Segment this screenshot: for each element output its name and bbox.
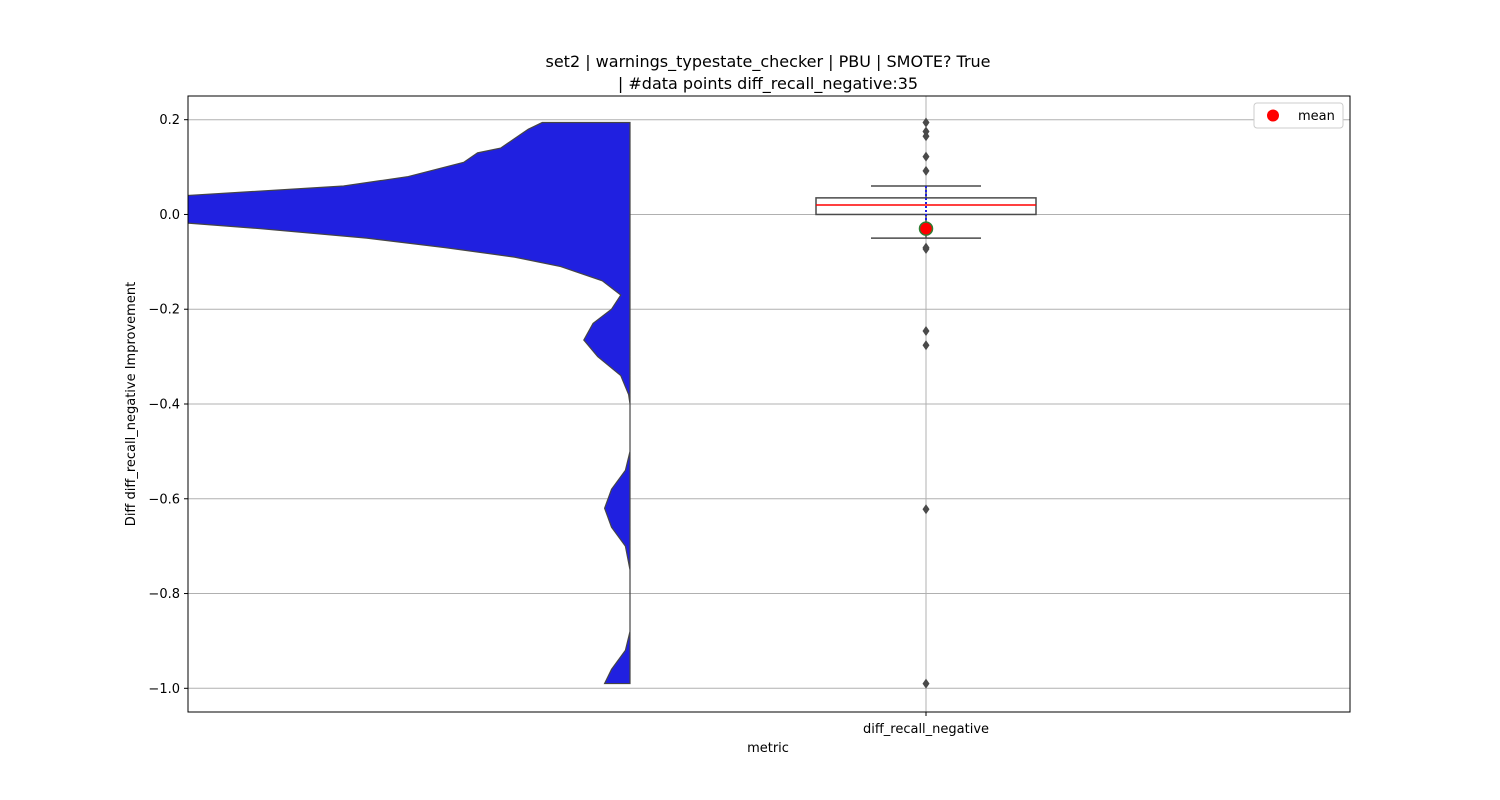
outlier-point	[922, 165, 930, 176]
y-tick-label: −0.6	[148, 492, 180, 507]
chart-title-line1: set2 | warnings_typestate_checker | PBU …	[545, 52, 990, 72]
y-axis-ticks: 0.2 0.0 −0.2 −0.4 −0.6 −0.8 −1.0	[148, 113, 188, 697]
y-tick-label: −0.4	[148, 398, 180, 413]
violin-layer	[188, 121, 631, 685]
legend-box	[1253, 102, 1344, 129]
outlier-point	[922, 117, 930, 128]
outlier-point	[922, 340, 930, 351]
outlier-point	[922, 151, 930, 162]
x-axis-ticks: diff_recall_negative	[863, 712, 989, 737]
legend-mean-label: mean	[1298, 109, 1335, 124]
y-axis-label: Diff diff_recall_negative Improvement	[124, 282, 139, 526]
y-tick-label: 0.0	[159, 208, 180, 223]
outlier-point	[922, 326, 930, 337]
outlier-point	[922, 678, 930, 689]
legend: mean	[1253, 102, 1344, 129]
box-layer	[815, 185, 1037, 239]
chart-title-line2: | #data points diff_recall_negative:35	[618, 74, 918, 94]
outlier-point	[922, 244, 930, 255]
legend-mean-marker	[1267, 109, 1279, 122]
mean-marker	[918, 221, 934, 236]
violin-body	[188, 121, 631, 685]
y-tick-label: −0.8	[148, 587, 180, 602]
y-tick-label: 0.2	[159, 113, 180, 128]
x-tick-label: diff_recall_negative	[863, 722, 989, 737]
outlier-point	[922, 131, 930, 142]
x-axis-label: metric	[747, 741, 789, 756]
y-tick-label: −1.0	[148, 682, 180, 697]
y-tick-label: −0.2	[148, 303, 180, 318]
outlier-layer	[922, 117, 930, 689]
outlier-point	[922, 504, 930, 515]
